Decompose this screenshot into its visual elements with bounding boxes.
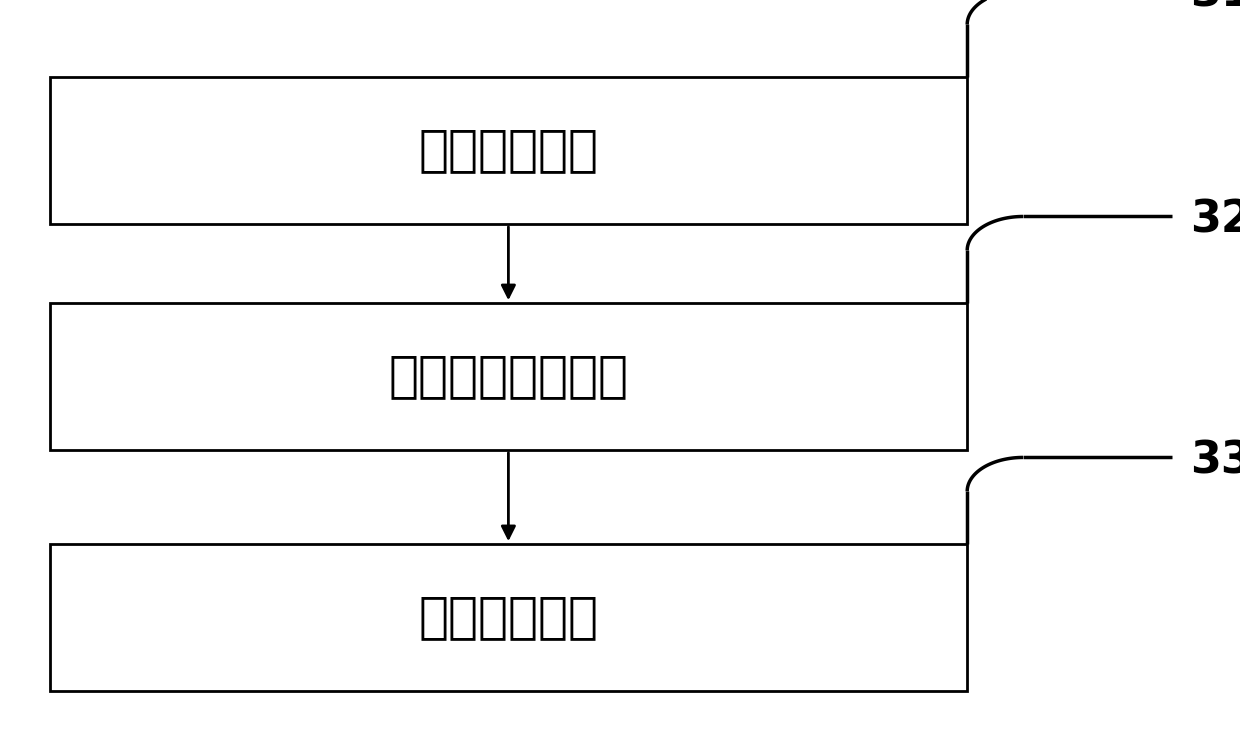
Text: 信号采样转换模块: 信号采样转换模块 — [388, 352, 629, 401]
Text: 31: 31 — [1190, 0, 1240, 16]
Bar — [50, 78, 967, 224]
Text: 33: 33 — [1190, 440, 1240, 483]
Bar — [50, 303, 967, 450]
Bar — [50, 544, 967, 691]
Text: 信号获取模块: 信号获取模块 — [418, 127, 599, 175]
Text: 32: 32 — [1190, 199, 1240, 242]
Text: 结果输出模块: 结果输出模块 — [418, 593, 599, 642]
